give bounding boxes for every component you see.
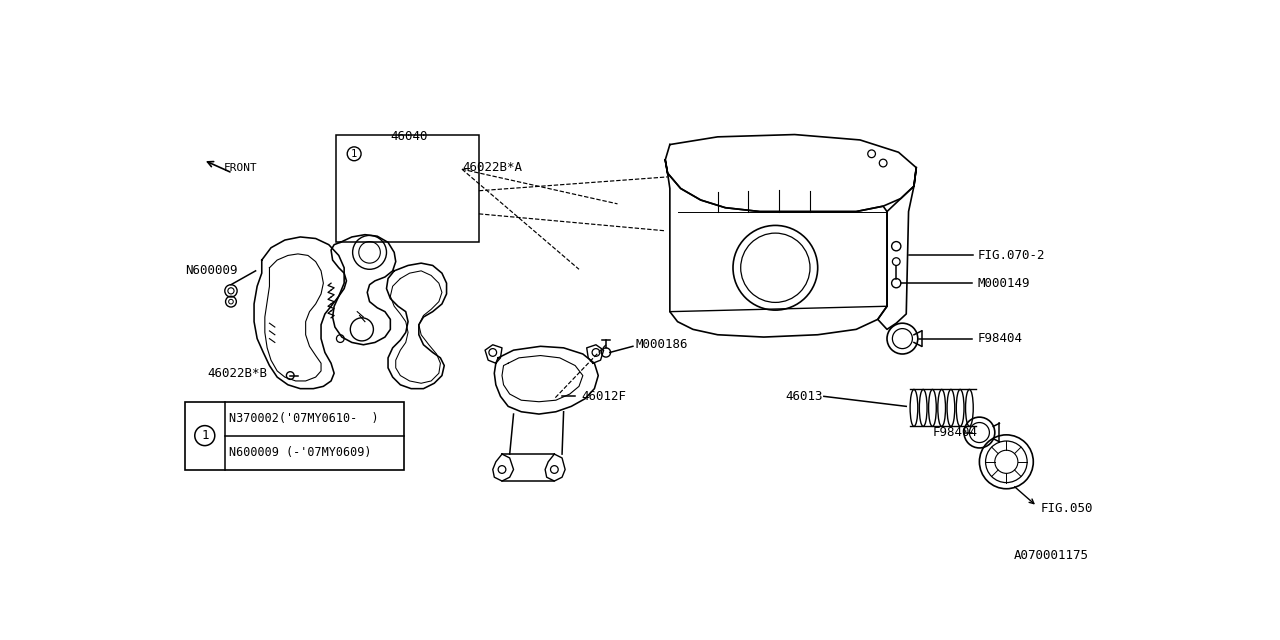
Text: FIG.050: FIG.050: [1041, 502, 1093, 515]
Text: 46012F: 46012F: [581, 390, 626, 403]
Text: 46022B*B: 46022B*B: [207, 367, 268, 380]
Text: M000186: M000186: [635, 339, 687, 351]
Text: FIG.070-2: FIG.070-2: [978, 249, 1046, 262]
Text: N600009: N600009: [184, 264, 237, 277]
Text: M000149: M000149: [978, 276, 1030, 290]
Text: 46022B*A: 46022B*A: [462, 161, 522, 174]
Text: 46040: 46040: [390, 131, 428, 143]
Text: 1: 1: [201, 429, 209, 442]
Text: 1: 1: [351, 148, 357, 159]
Text: N370002('07MY0610-  ): N370002('07MY0610- ): [229, 412, 379, 425]
Text: FRONT: FRONT: [223, 163, 257, 173]
Bar: [184, 402, 404, 470]
Text: 46013: 46013: [786, 390, 823, 403]
Bar: [337, 134, 479, 243]
Text: F98404: F98404: [978, 332, 1023, 345]
Text: N600009 (-'07MY0609): N600009 (-'07MY0609): [229, 446, 372, 459]
Text: F98404: F98404: [933, 426, 978, 439]
Text: A070001175: A070001175: [1014, 549, 1089, 563]
